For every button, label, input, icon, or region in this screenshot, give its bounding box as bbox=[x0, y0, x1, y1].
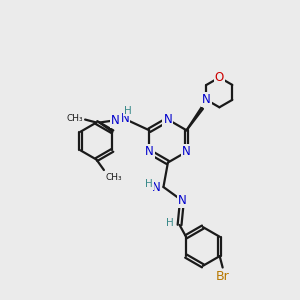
Text: O: O bbox=[215, 71, 224, 84]
Text: N: N bbox=[182, 145, 191, 158]
Text: H: H bbox=[166, 218, 174, 229]
Text: H: H bbox=[124, 106, 132, 116]
Text: H: H bbox=[145, 179, 153, 189]
Text: N: N bbox=[164, 113, 172, 126]
Text: N: N bbox=[202, 93, 211, 106]
Text: H: H bbox=[121, 114, 129, 124]
Text: N: N bbox=[145, 145, 154, 158]
Text: N: N bbox=[120, 112, 129, 125]
Text: Br: Br bbox=[216, 270, 230, 283]
Text: CH₃: CH₃ bbox=[66, 114, 83, 123]
Text: N: N bbox=[111, 114, 119, 127]
Text: N: N bbox=[152, 181, 160, 194]
Text: N: N bbox=[178, 194, 186, 207]
Text: CH₃: CH₃ bbox=[105, 173, 122, 182]
